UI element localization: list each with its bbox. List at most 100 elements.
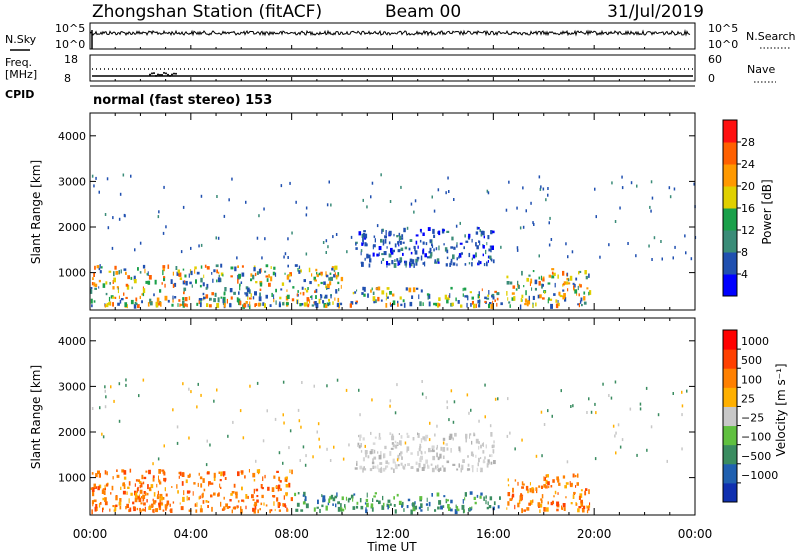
echo-cell [158, 503, 161, 508]
echo-cell [123, 476, 127, 480]
echo-cell [438, 297, 441, 301]
echo-cell [255, 281, 258, 284]
echo-cell [506, 434, 509, 438]
echo-cell [259, 288, 262, 291]
echo-cell [335, 503, 337, 508]
echo-cell [538, 281, 541, 286]
echo-cell [500, 245, 502, 249]
echo-cell [102, 507, 104, 513]
echo-cell [186, 490, 190, 494]
echo-cell [494, 397, 497, 401]
echo-cell [163, 477, 166, 482]
echo-cell [287, 237, 289, 241]
echo-cell [475, 438, 479, 444]
echo-cell [531, 488, 535, 494]
echo-cell [549, 216, 551, 220]
echo-cell [291, 469, 293, 475]
echo-cell [509, 431, 511, 435]
echo-cell [522, 225, 525, 229]
date-label: 31/Jul/2019 [607, 2, 704, 22]
echo-cell [238, 273, 241, 279]
echo-cell [141, 300, 143, 304]
echo-cell [589, 290, 592, 295]
echo-cell [388, 230, 392, 236]
echo-cell [438, 468, 440, 473]
echo-cell [479, 261, 482, 265]
echo-cell [252, 498, 255, 501]
echo-cell [409, 263, 413, 267]
echo-cell [550, 501, 554, 506]
echo-cell [539, 509, 541, 513]
echo-cell [289, 469, 291, 473]
echo-cell [117, 302, 120, 306]
velocity-scatter [90, 378, 688, 515]
echo-cell [222, 301, 226, 305]
echo-cell [475, 242, 477, 247]
echo-cell [389, 432, 392, 435]
echo-cell [369, 468, 373, 472]
echo-cell [381, 228, 384, 232]
echo-cell [423, 463, 426, 469]
echo-cell [102, 488, 106, 491]
echo-cell [572, 404, 574, 408]
echo-cell [231, 509, 233, 514]
echo-cell [115, 495, 118, 501]
echo-cell [291, 298, 295, 302]
echo-cell [492, 300, 494, 305]
echo-cell [321, 504, 324, 508]
echo-cell [122, 173, 125, 177]
echo-cell [384, 235, 387, 239]
echo-cell [556, 501, 560, 507]
echo-cell [325, 271, 327, 277]
echo-cell [570, 405, 572, 408]
echo-cell [454, 509, 458, 515]
echo-cell [138, 497, 142, 503]
echo-cell [580, 489, 583, 492]
noise-left-tick-bottom: 10^0 [55, 38, 85, 51]
echo-cell [364, 257, 366, 261]
echo-cell [177, 490, 179, 494]
echo-cell [227, 434, 229, 438]
echo-cell [333, 269, 336, 272]
echo-cell [415, 258, 418, 263]
echo-cell [143, 491, 146, 494]
echo-cell [286, 275, 290, 280]
echo-cell [266, 278, 269, 282]
echo-cell [469, 434, 471, 439]
echo-cell [513, 296, 516, 301]
echo-cell [119, 299, 122, 304]
noise-right-tick-top: 10^5 [708, 22, 738, 35]
echo-cell [398, 433, 400, 435]
echo-cell [99, 502, 102, 505]
echo-cell [392, 293, 395, 297]
echo-cell [91, 282, 94, 286]
freq-point [173, 72, 175, 75]
echo-cell [434, 259, 437, 263]
echo-cell [362, 237, 364, 242]
echo-cell [437, 261, 440, 264]
echo-cell [229, 288, 233, 293]
echo-cell [396, 458, 399, 462]
echo-cell [563, 281, 567, 285]
echo-cell [370, 289, 372, 293]
echo-cell [354, 291, 357, 294]
echo-cell [409, 263, 411, 268]
echo-cell [118, 295, 120, 299]
echo-cell [462, 459, 465, 463]
echo-cell [611, 181, 613, 185]
echo-cell [222, 298, 224, 304]
echo-cell [661, 257, 663, 261]
echo-cell [105, 292, 108, 296]
echo-cell [437, 231, 439, 234]
echo-cell [374, 436, 377, 439]
echo-cell [521, 486, 524, 489]
echo-cell [452, 254, 455, 260]
echo-cell [432, 228, 435, 234]
echo-cell [506, 507, 508, 510]
echo-cell [572, 473, 575, 478]
echo-cell [507, 297, 509, 301]
echo-cell [211, 292, 214, 296]
echo-cell [477, 462, 479, 467]
echo-cell [433, 248, 435, 252]
echo-cell [277, 502, 281, 507]
